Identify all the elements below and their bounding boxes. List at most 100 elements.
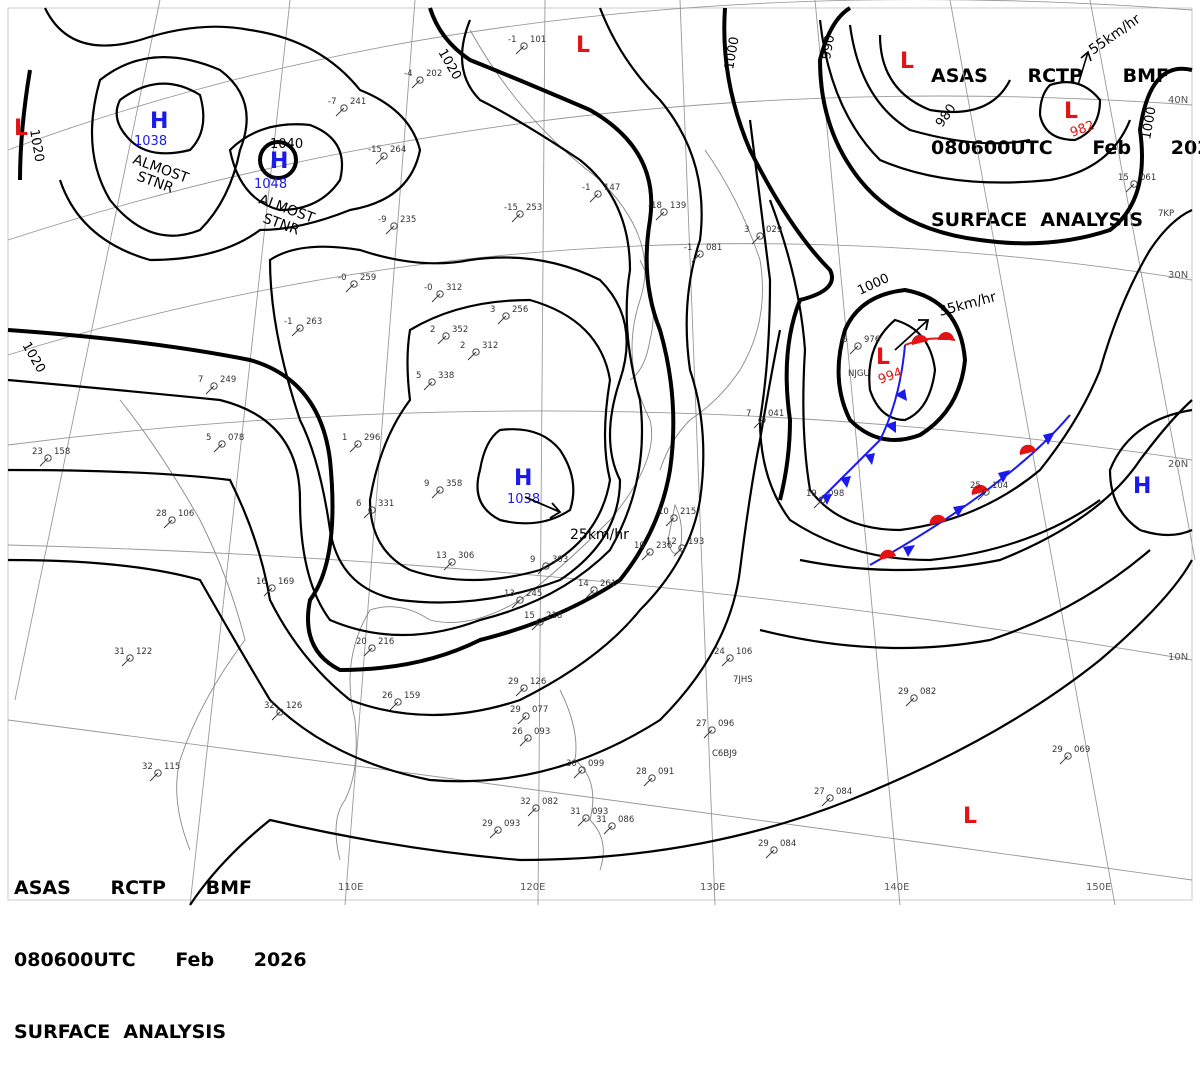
station-temp: -1 [508, 35, 516, 45]
station-temp: -4 [404, 69, 412, 79]
station-pressure: 245 [526, 589, 542, 599]
station-temp: 25 [970, 481, 981, 491]
low-japan-east-motion: 35km/hr [937, 289, 998, 320]
station-plot: 29 093 [482, 819, 520, 839]
station-temp: 29 [482, 819, 493, 829]
surface-analysis-map: 1020 1020 1020 1040 1000 1000 1000 990 9… [7, 0, 1196, 906]
station-temp: 28 [156, 509, 167, 519]
station-plot: 7 041 [746, 409, 784, 429]
low-north-symbol: L [576, 33, 590, 58]
station-plot: 6 976 [842, 335, 880, 355]
station-wind-barb [977, 491, 987, 501]
station-plot: 7 249 [198, 375, 236, 395]
ship-id-3: NJGU [848, 369, 870, 379]
station-temp: 6 [356, 499, 361, 509]
station-wind-barb [335, 107, 345, 117]
isobar-1008-north [748, 119, 1101, 562]
station-circle [448, 558, 456, 566]
station-pressure: 041 [768, 409, 784, 419]
station-circle [756, 232, 764, 240]
station-plot: -15 253 [504, 203, 542, 223]
station-wind-barb [411, 79, 421, 89]
station-wind-barb [511, 599, 521, 609]
coast-india [119, 399, 246, 851]
station-pressure: 096 [718, 719, 734, 729]
station-temp: 12 [666, 537, 677, 547]
coastlines [119, 29, 763, 871]
isobar-1000-northeast [817, 6, 1193, 246]
station-pressure: 303 [552, 555, 568, 565]
station-wind-barb [673, 547, 683, 557]
station-pressure: 086 [618, 815, 634, 825]
isobar-label-1040: 1040 [270, 137, 303, 152]
station-temp: 9 [530, 555, 535, 565]
station-pressure: 338 [438, 371, 454, 381]
station-temp: 28 [636, 767, 647, 777]
ship-id-1: 7JHS [733, 675, 753, 685]
coast-korea [629, 259, 654, 381]
station-pressure: 081 [706, 243, 722, 253]
station-plot: 9 303 [530, 555, 568, 575]
station-circle [516, 210, 524, 218]
station-temp: 32 [520, 797, 531, 807]
station-temp: 7 [198, 375, 203, 385]
station-temp: 2 [430, 325, 435, 335]
station-circle [520, 684, 528, 692]
station-circle [608, 822, 616, 830]
station-circle [368, 506, 376, 514]
low-aleutian-east-motion: 55km/hr [1086, 11, 1144, 58]
station-pressure: 264 [390, 145, 406, 155]
parallel-40n [7, 95, 1193, 241]
station-wind-barb [813, 499, 823, 509]
station-plot: 15 061 [1118, 173, 1156, 193]
station-temp: -15 [504, 203, 518, 213]
station-temp: -15 [368, 145, 382, 155]
station-temp: 3 [490, 305, 495, 315]
station-pressure: 106 [736, 647, 752, 657]
station-wind-barb [703, 729, 713, 739]
station-pressure: 331 [378, 499, 394, 509]
fronts [819, 332, 1071, 566]
station-wind-barb [1059, 755, 1069, 765]
station-plot: 29 077 [510, 705, 548, 725]
station-circle [536, 618, 544, 626]
station-circle [502, 312, 510, 320]
station-wind-barb [643, 777, 653, 787]
station-pressure: 093 [592, 807, 608, 817]
high-china-symbol: H [514, 466, 532, 491]
station-temp: 29 [508, 677, 519, 687]
station-plot: 23 158 [32, 447, 70, 467]
station-circle [380, 152, 388, 160]
header-top-line2: 080600UTC Feb 2026 [931, 137, 1200, 159]
station-temp: 15 [524, 611, 535, 621]
station-pressure: 218 [546, 611, 562, 621]
station-plot: 24 106 [714, 647, 752, 667]
station-temp: 29 [898, 687, 909, 697]
station-pressure: 093 [504, 819, 520, 829]
parallel-50n [7, 0, 1193, 151]
station-plot: -9 235 [378, 215, 416, 235]
isobar-1032-mongolia [90, 56, 248, 237]
station-circle [494, 826, 502, 834]
isobar-988-east [1038, 81, 1102, 142]
cold-front-line [819, 344, 906, 501]
station-pressure: 236 [656, 541, 672, 551]
isobar-1004 [768, 199, 1193, 532]
station-pressure: 082 [920, 687, 936, 697]
station-circle [524, 734, 532, 742]
low-west-edge-symbol: L [14, 116, 28, 141]
station-plot: 15 218 [524, 611, 562, 631]
station-pressure: 202 [426, 69, 442, 79]
station-circle [590, 586, 598, 594]
high-mongolia-symbol: H [150, 109, 168, 134]
high-mongolia-value: 1038 [134, 134, 167, 149]
station-temp: 1 [342, 433, 347, 443]
station-plot: -15 264 [368, 145, 406, 165]
station-wind-barb [1125, 183, 1135, 193]
coast-china [369, 29, 653, 623]
station-circle [648, 774, 656, 782]
isobar-label-990: 990 [819, 34, 838, 61]
station-pressure: 084 [780, 839, 796, 849]
isobar-996 [818, 19, 1132, 184]
station-wind-barb [691, 253, 701, 263]
